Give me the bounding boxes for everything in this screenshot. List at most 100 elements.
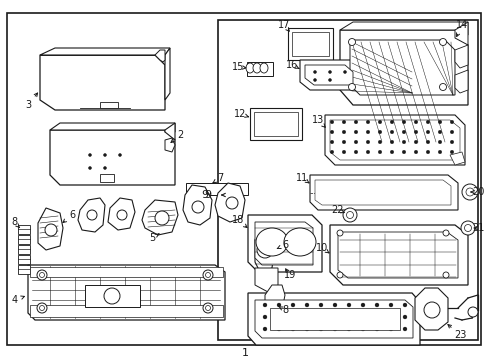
- Circle shape: [263, 327, 267, 331]
- Circle shape: [378, 140, 382, 144]
- Circle shape: [342, 130, 346, 134]
- Circle shape: [330, 140, 334, 144]
- Bar: [254, 112, 298, 136]
- Text: 8: 8: [11, 217, 17, 227]
- Circle shape: [390, 150, 394, 154]
- Circle shape: [203, 303, 213, 313]
- Circle shape: [291, 303, 295, 307]
- Circle shape: [89, 153, 92, 157]
- Polygon shape: [40, 48, 170, 55]
- Circle shape: [305, 303, 309, 307]
- Text: 5: 5: [149, 233, 155, 243]
- Circle shape: [389, 315, 393, 319]
- Circle shape: [291, 327, 295, 331]
- Ellipse shape: [253, 63, 261, 73]
- Circle shape: [361, 315, 365, 319]
- Text: 9: 9: [201, 190, 209, 200]
- Circle shape: [342, 140, 346, 144]
- Circle shape: [328, 78, 332, 81]
- Circle shape: [277, 327, 281, 331]
- Bar: [85, 285, 140, 307]
- Polygon shape: [315, 180, 451, 205]
- Polygon shape: [248, 293, 420, 345]
- Polygon shape: [255, 222, 313, 265]
- Circle shape: [103, 166, 106, 170]
- Bar: [248, 63, 272, 75]
- Polygon shape: [18, 235, 30, 244]
- Circle shape: [277, 315, 281, 319]
- Circle shape: [366, 130, 370, 134]
- Polygon shape: [255, 300, 413, 338]
- Circle shape: [450, 150, 454, 154]
- Circle shape: [461, 221, 475, 235]
- Text: 19: 19: [284, 270, 296, 280]
- Bar: [250, 108, 302, 140]
- Polygon shape: [108, 198, 135, 230]
- Text: 20: 20: [472, 187, 484, 197]
- Circle shape: [378, 150, 382, 154]
- Polygon shape: [165, 48, 170, 100]
- Circle shape: [343, 208, 357, 222]
- Circle shape: [342, 150, 346, 154]
- Bar: [270, 308, 400, 330]
- Circle shape: [263, 303, 267, 307]
- Polygon shape: [18, 225, 30, 234]
- Circle shape: [263, 315, 267, 319]
- Circle shape: [462, 184, 478, 200]
- Polygon shape: [265, 285, 285, 313]
- Polygon shape: [142, 200, 178, 235]
- Text: 17: 17: [278, 20, 290, 30]
- Circle shape: [319, 327, 323, 331]
- Circle shape: [424, 302, 440, 318]
- Text: 4: 4: [12, 295, 18, 305]
- Text: 16: 16: [286, 60, 298, 70]
- Text: 12: 12: [234, 109, 246, 119]
- Text: 21: 21: [472, 223, 484, 233]
- Circle shape: [443, 230, 449, 236]
- Bar: [292, 32, 329, 56]
- Polygon shape: [18, 245, 30, 254]
- Polygon shape: [50, 123, 175, 132]
- Circle shape: [305, 315, 309, 319]
- Bar: [247, 62, 273, 76]
- Polygon shape: [248, 215, 322, 272]
- Circle shape: [375, 303, 379, 307]
- Circle shape: [389, 327, 393, 331]
- Polygon shape: [450, 152, 465, 165]
- Text: 1: 1: [242, 348, 248, 358]
- Polygon shape: [50, 130, 175, 185]
- Text: 22: 22: [332, 205, 344, 215]
- Circle shape: [414, 120, 418, 124]
- Polygon shape: [350, 40, 455, 95]
- Polygon shape: [340, 30, 468, 105]
- Circle shape: [414, 140, 418, 144]
- Circle shape: [354, 150, 358, 154]
- Text: 11: 11: [296, 173, 308, 183]
- Circle shape: [226, 197, 238, 209]
- Text: 9: 9: [204, 190, 212, 200]
- Circle shape: [346, 212, 353, 219]
- Circle shape: [366, 140, 370, 144]
- Circle shape: [330, 150, 334, 154]
- Circle shape: [347, 303, 351, 307]
- Circle shape: [40, 306, 45, 310]
- Circle shape: [330, 120, 334, 124]
- Text: 10: 10: [316, 243, 328, 253]
- Circle shape: [450, 130, 454, 134]
- Polygon shape: [330, 225, 468, 285]
- Circle shape: [402, 140, 406, 144]
- Circle shape: [155, 211, 169, 225]
- Bar: [30, 267, 223, 277]
- Circle shape: [402, 130, 406, 134]
- Circle shape: [205, 306, 211, 310]
- Polygon shape: [300, 60, 360, 90]
- Polygon shape: [455, 22, 468, 45]
- Ellipse shape: [260, 63, 268, 73]
- Bar: [218, 20, 478, 340]
- Bar: [100, 102, 118, 108]
- Circle shape: [403, 327, 407, 331]
- Circle shape: [343, 71, 346, 73]
- Polygon shape: [255, 268, 278, 292]
- Circle shape: [348, 39, 356, 45]
- Circle shape: [366, 150, 370, 154]
